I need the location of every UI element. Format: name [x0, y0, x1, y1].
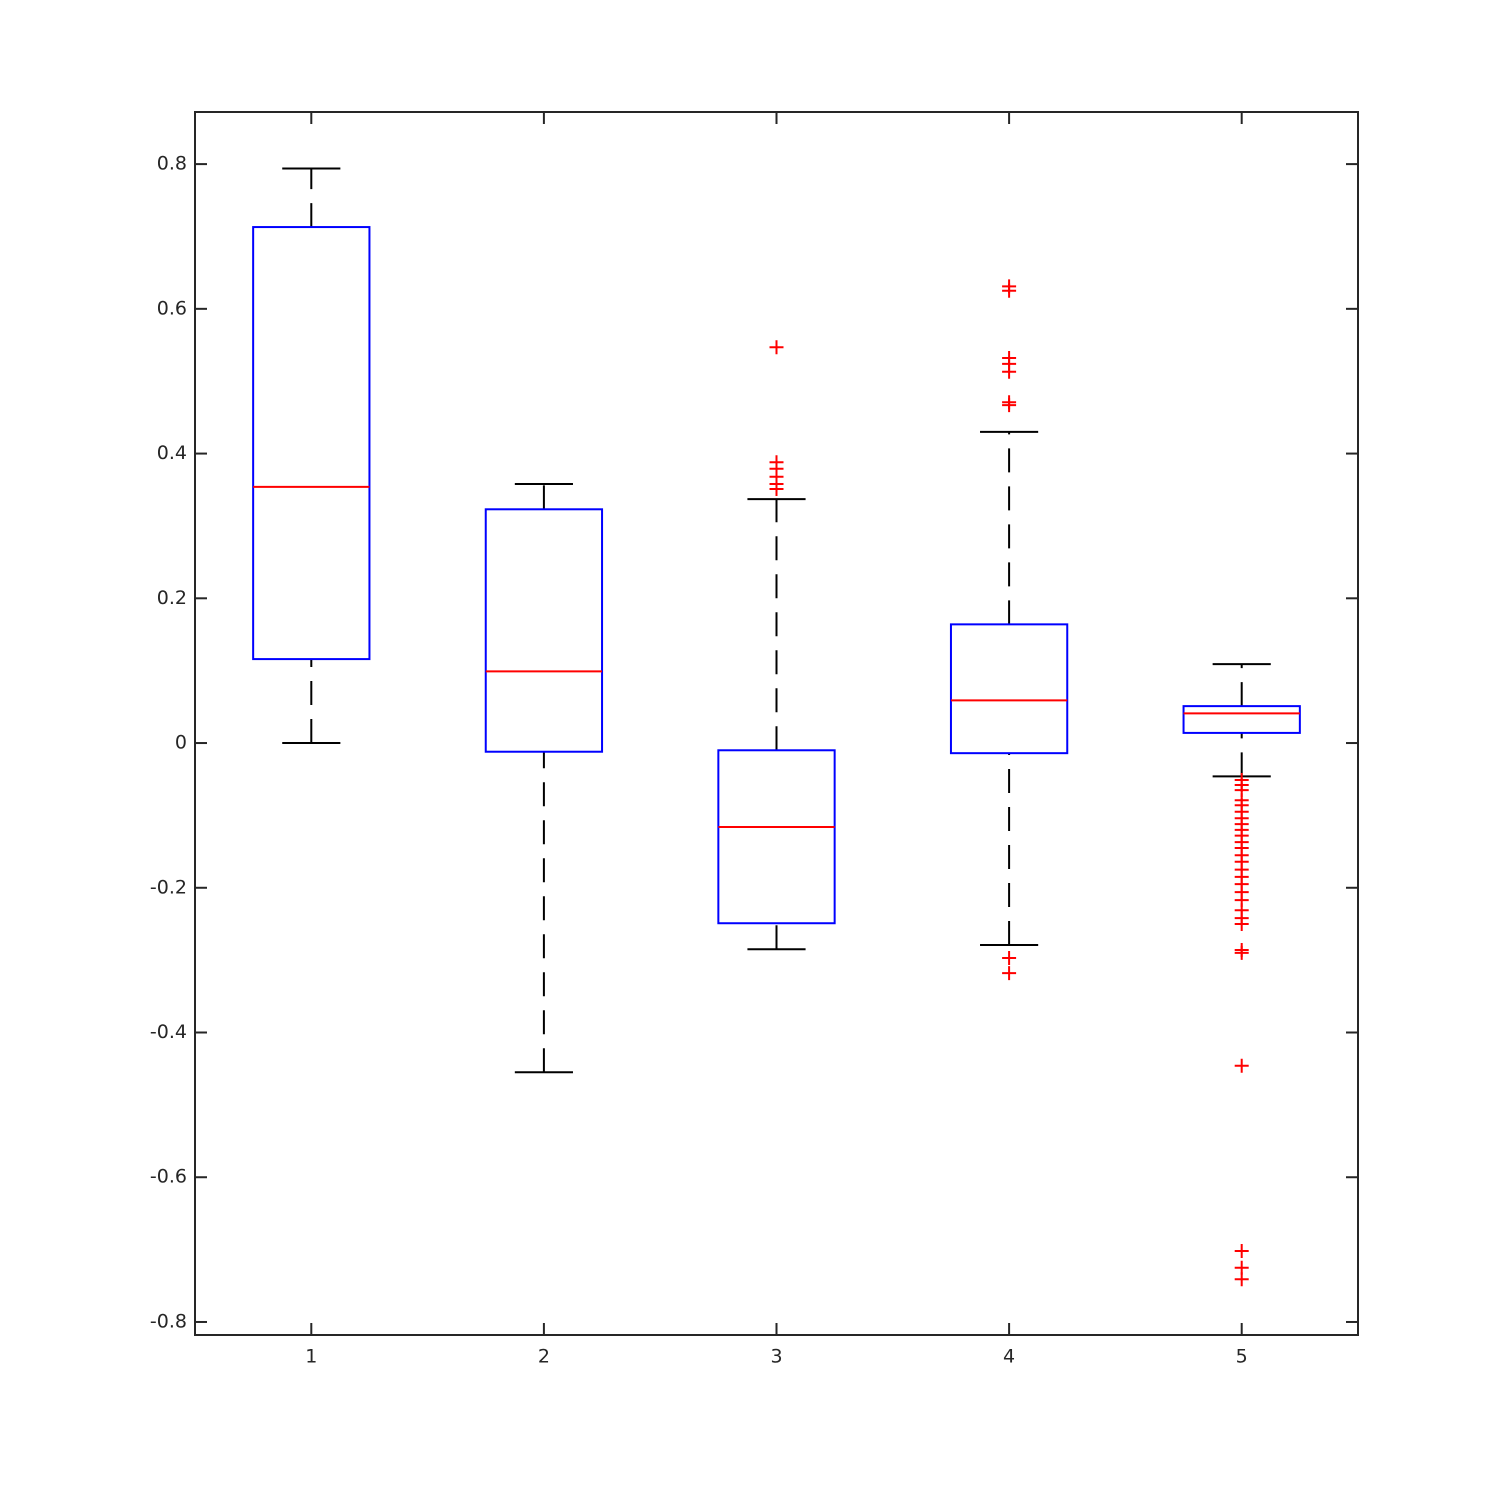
box: [949, 623, 1069, 755]
y-tick-label: -0.2: [150, 876, 187, 898]
y-tick-label: -0.6: [150, 1166, 187, 1188]
y-tick-label: 0.4: [157, 442, 187, 464]
y-tick-label: 0.6: [157, 297, 187, 319]
y-tick-label: 0.8: [157, 153, 187, 175]
x-tick-label: 3: [770, 1346, 782, 1368]
outlier: [1002, 283, 1017, 298]
outlier: [1002, 398, 1017, 413]
y-tick-label: -0.4: [150, 1021, 187, 1043]
x-tick-label: 5: [1236, 1346, 1248, 1368]
outlier: [1002, 364, 1017, 379]
x-tick-label: 1: [305, 1346, 317, 1368]
outlier: [1234, 916, 1249, 931]
outlier: [769, 340, 784, 355]
y-tick-label: -0.8: [150, 1310, 187, 1332]
outlier: [1234, 1244, 1249, 1259]
y-tick-label: 0.2: [157, 587, 187, 609]
box: [252, 226, 371, 661]
plot-area: [194, 111, 1359, 1336]
y-tick-label: 0: [175, 732, 187, 754]
outlier: [1234, 1058, 1249, 1073]
outlier: [1234, 1272, 1249, 1287]
outlier: [1002, 950, 1017, 965]
box: [484, 508, 604, 753]
outlier: [1002, 966, 1017, 981]
x-tick-label: 2: [538, 1346, 550, 1368]
box: [717, 749, 836, 925]
x-tick-label: 4: [1003, 1346, 1015, 1368]
box: [1182, 705, 1301, 734]
outlier: [1234, 945, 1249, 960]
outlier: [769, 482, 784, 497]
